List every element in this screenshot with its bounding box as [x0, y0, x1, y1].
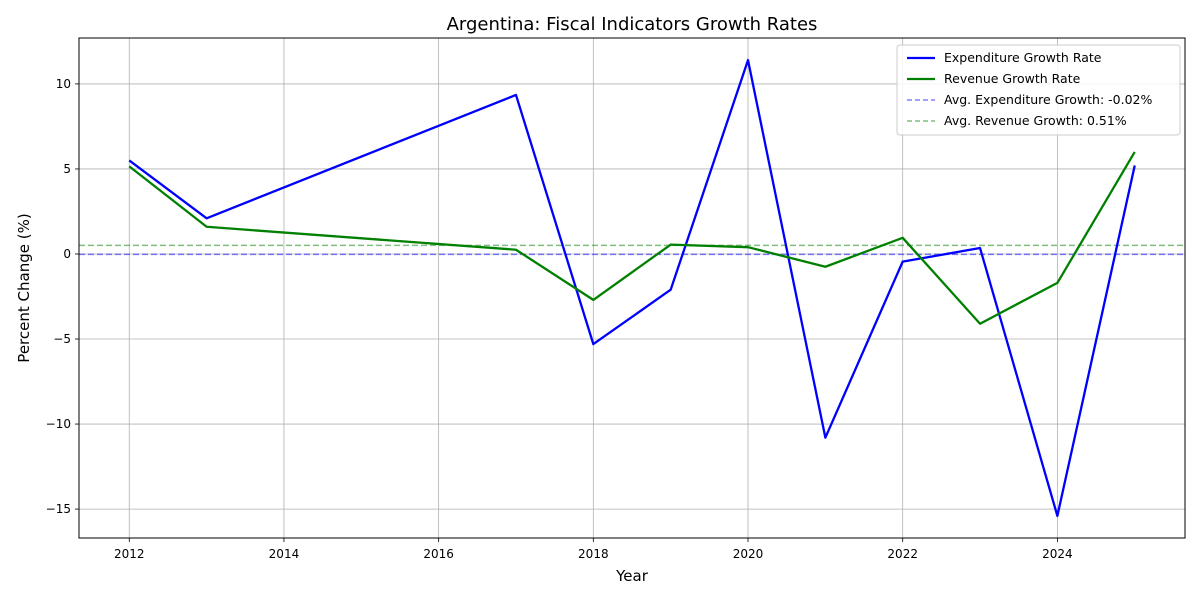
x-tick-label: 2024 [1042, 547, 1073, 561]
reference-lines [79, 244, 1185, 256]
x-tick-label: 2016 [423, 547, 454, 561]
legend-label-avg-revenue: Avg. Revenue Growth: 0.51% [944, 113, 1127, 128]
x-axis-ticks: 2012 2014 2016 2018 2020 2022 2024 [114, 538, 1073, 561]
x-tick-label: 2012 [114, 547, 145, 561]
x-tick-label: 2020 [733, 547, 764, 561]
legend-box [896, 44, 1181, 136]
chart-title: Argentina: Fiscal Indicators Growth Rate… [447, 14, 818, 35]
y-tick-label: 0 [63, 247, 71, 261]
y-tick-label: −5 [53, 332, 71, 346]
y-tick-label: 5 [63, 162, 71, 176]
legend-label-revenue: Revenue Growth Rate [944, 71, 1081, 86]
x-tick-label: 2014 [269, 547, 300, 561]
expenditure-series-line [128, 58, 1136, 518]
y-tick-label: −15 [46, 502, 71, 516]
x-tick-label: 2018 [578, 547, 609, 561]
x-tick-label: 2022 [887, 547, 918, 561]
legend: Expenditure Growth Rate Revenue Growth Ra… [896, 44, 1181, 136]
y-axis-label: Percent Change (%) [15, 213, 33, 362]
plot-frame [78, 37, 1186, 539]
series-lines [128, 58, 1136, 518]
revenue-series-line [128, 151, 1136, 325]
legend-label-avg-expenditure: Avg. Expenditure Growth: -0.02% [944, 92, 1152, 107]
y-axis-ticks: −15 −10 −5 0 5 10 [46, 77, 79, 516]
y-tick-label: −10 [46, 417, 71, 431]
x-axis-label: Year [615, 567, 649, 585]
y-tick-label: 10 [56, 77, 71, 91]
legend-label-expenditure: Expenditure Growth Rate [944, 50, 1102, 65]
